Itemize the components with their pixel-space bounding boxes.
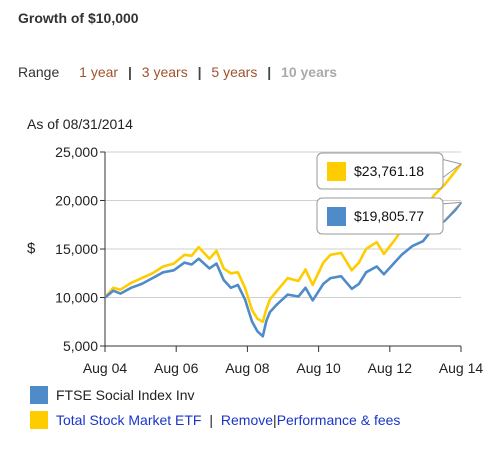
- tooltip-series-1-box: [316, 197, 444, 235]
- x-tick-label: Aug 10: [296, 360, 341, 376]
- range-divider: |: [267, 64, 272, 80]
- range-option-5-years[interactable]: 5 years: [211, 64, 258, 80]
- y-tick-label: 20,000: [55, 193, 98, 209]
- range-divider: |: [127, 64, 132, 80]
- total-stock-market-etf-link[interactable]: Total Stock Market ETF: [56, 412, 202, 428]
- performance-fees-link[interactable]: Performance & fees: [276, 412, 401, 428]
- series-line-2: [104, 163, 463, 324]
- y-tick-label: 15,000: [55, 241, 98, 257]
- range-label: Range: [18, 64, 60, 80]
- tooltip-series-2-value: $23,761.18: [354, 163, 424, 179]
- tooltip-series-1-pointer: [440, 201, 463, 226]
- range-option-3-years[interactable]: 3 years: [141, 64, 188, 80]
- legend-series-2: Total Stock Market ETF | Remove|Performa…: [30, 411, 400, 429]
- y-axis-label: $: [27, 240, 36, 257]
- tooltip-series-2-swatch: [327, 162, 346, 181]
- tooltip-series-1-value: $19,805.77: [354, 208, 424, 224]
- legend-divider: |: [273, 412, 277, 428]
- range-selector: Range 1 year | 3 years | 5 years | 10 ye…: [18, 64, 343, 80]
- remove-link[interactable]: Remove: [220, 412, 274, 428]
- x-tick-label: Aug 06: [154, 360, 199, 376]
- as-of-date: As of 08/31/2014: [27, 116, 133, 132]
- legend-swatch-series-2: [30, 411, 48, 429]
- x-tick-label: Aug 14: [439, 360, 484, 376]
- y-tick-label: 5,000: [63, 338, 98, 354]
- x-tick-label: Aug 04: [83, 360, 128, 376]
- x-tick-label: Aug 12: [368, 360, 413, 376]
- range-divider: |: [197, 64, 202, 80]
- tooltip-series-1-swatch: [327, 207, 346, 226]
- legend-swatch-series-1: [30, 386, 48, 404]
- y-tick-label: 25,000: [55, 144, 98, 160]
- legend-divider: |: [209, 412, 214, 428]
- range-option-10-years: 10 years: [281, 64, 338, 80]
- legend-label-series-1: FTSE Social Index Inv: [56, 387, 195, 403]
- page-title: Growth of $10,000: [18, 10, 139, 26]
- x-tick-label: Aug 08: [225, 360, 270, 376]
- legend-series-1: FTSE Social Index Inv: [30, 386, 195, 404]
- y-tick-label: 10,000: [55, 290, 98, 306]
- tooltip-series-2-box: [316, 152, 444, 190]
- series-line-1: [104, 201, 463, 338]
- range-option-1-year[interactable]: 1 year: [79, 64, 119, 80]
